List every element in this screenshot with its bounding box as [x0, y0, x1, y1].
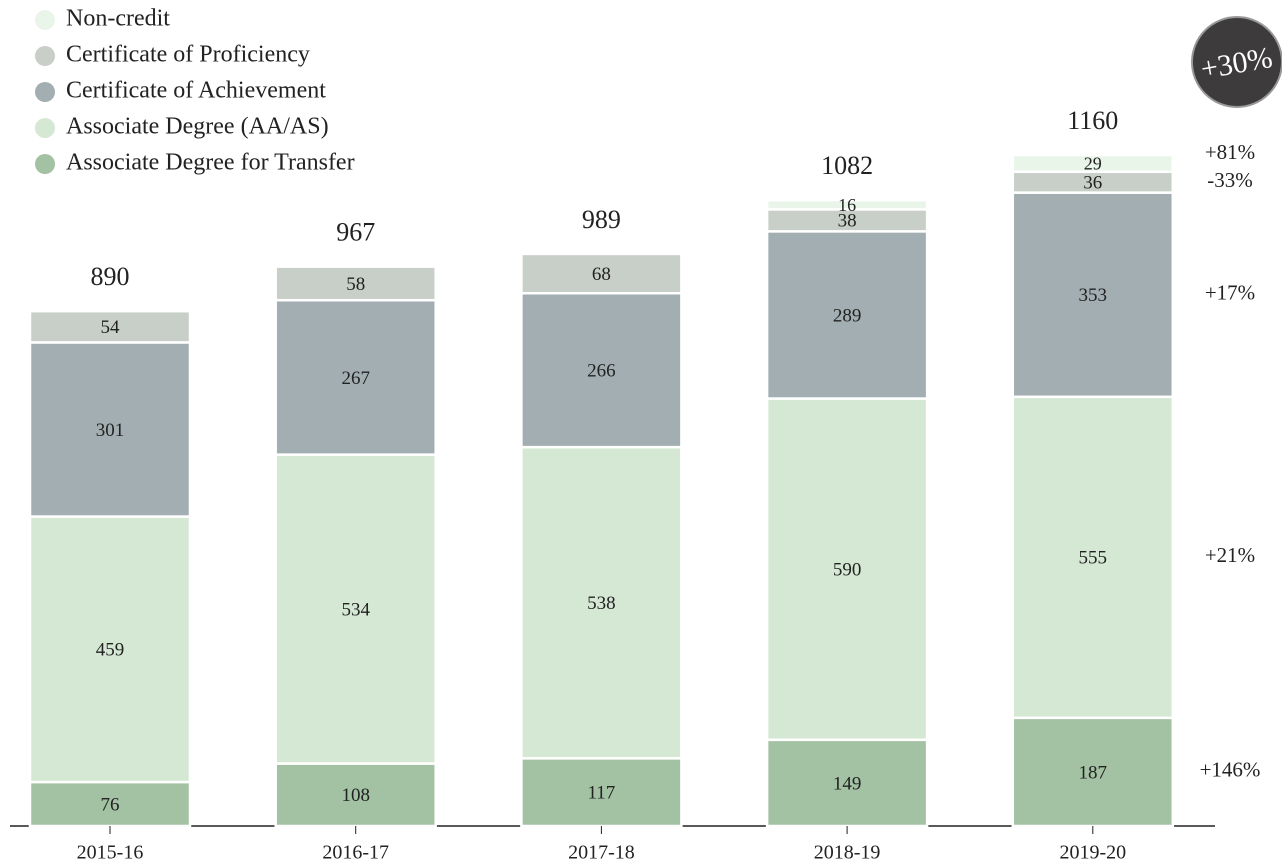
bar-segment: [274, 265, 437, 302]
bar-segment: [1011, 716, 1175, 828]
change-label: +146%: [1200, 758, 1261, 782]
x-tick-label: 2016-17: [322, 842, 389, 864]
bar-segment: [765, 198, 929, 211]
segment-label: 353: [1079, 285, 1108, 306]
segment-label: 68: [592, 264, 611, 285]
bar-segment: [765, 230, 929, 400]
segment-label: 267: [341, 368, 370, 389]
change-label: +81%: [1205, 140, 1255, 164]
bar-segment: [520, 445, 683, 760]
bar-segment: [520, 757, 683, 828]
x-tick-label: 2015-16: [77, 842, 144, 864]
legend-marker: [35, 10, 55, 30]
legend-marker: [35, 46, 55, 66]
total-label: 1160: [1067, 106, 1118, 135]
segment-label: 76: [101, 794, 120, 815]
segment-label: 54: [101, 317, 121, 338]
change-label: +21%: [1205, 543, 1255, 567]
bar-segment: [28, 341, 192, 518]
bar-segment: [520, 252, 683, 295]
segment-label: 38: [838, 211, 857, 232]
total-label: 989: [582, 205, 621, 234]
segment-label: 149: [833, 773, 862, 794]
bar-segment: [1011, 191, 1175, 399]
legend-marker: [35, 154, 55, 174]
segment-label: 117: [588, 783, 616, 804]
segment-label: 108: [341, 785, 370, 806]
segment-label: 58: [346, 274, 365, 295]
total-label: 1082: [821, 151, 873, 180]
total-label: 967: [336, 218, 375, 247]
total-label: 890: [91, 262, 130, 291]
x-tick-label: 2019-20: [1059, 842, 1126, 864]
bar-segment: [274, 453, 437, 765]
badge: [1191, 16, 1282, 108]
x-tick-label: 2017-18: [568, 842, 635, 864]
legend-label: Certificate of Proficiency: [66, 42, 310, 68]
segment-label: 16: [838, 195, 856, 215]
segment-label: 555: [1079, 548, 1108, 569]
bar-segment: [28, 309, 192, 344]
x-tick-label: 2018-19: [814, 842, 881, 864]
bar-segment: [1011, 395, 1175, 720]
bar-segment: [28, 515, 192, 784]
segment-label: 29: [1084, 154, 1102, 174]
bar-segment: [765, 738, 929, 828]
legend-marker: [35, 118, 55, 138]
segment-label: 534: [341, 599, 370, 620]
segment-label: 36: [1083, 173, 1102, 194]
segment-label: 289: [833, 305, 862, 326]
segment-label: 590: [833, 560, 862, 581]
legend-label: Non-credit: [66, 6, 170, 32]
segment-label: 266: [587, 361, 616, 382]
segment-label: 459: [96, 640, 125, 661]
bar-segment: [274, 298, 437, 456]
bar-segment: [28, 780, 192, 828]
bar-segment: [765, 397, 929, 742]
segment-label: 187: [1079, 762, 1108, 783]
legend-label: Associate Degree (AA/AS): [66, 114, 329, 140]
segment-label: 538: [587, 593, 616, 614]
legend-label: Associate Degree for Transfer: [66, 150, 355, 176]
segment-label: 301: [96, 420, 125, 441]
bar-segment: [520, 291, 683, 449]
legend-label: Certificate of Achievement: [66, 78, 326, 104]
legend-marker: [35, 82, 55, 102]
change-label: +17%: [1205, 281, 1255, 305]
bar-segment: [1011, 153, 1175, 174]
change-label: -33%: [1207, 168, 1253, 192]
